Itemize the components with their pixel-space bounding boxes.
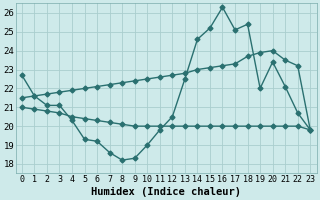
X-axis label: Humidex (Indice chaleur): Humidex (Indice chaleur) <box>91 186 241 197</box>
